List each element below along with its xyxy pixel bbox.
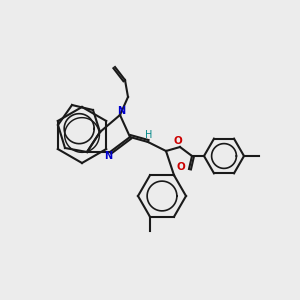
Text: N: N [117, 106, 125, 116]
Text: N: N [104, 151, 112, 161]
Text: H: H [145, 130, 153, 140]
Text: O: O [177, 162, 185, 172]
Text: O: O [174, 136, 182, 146]
